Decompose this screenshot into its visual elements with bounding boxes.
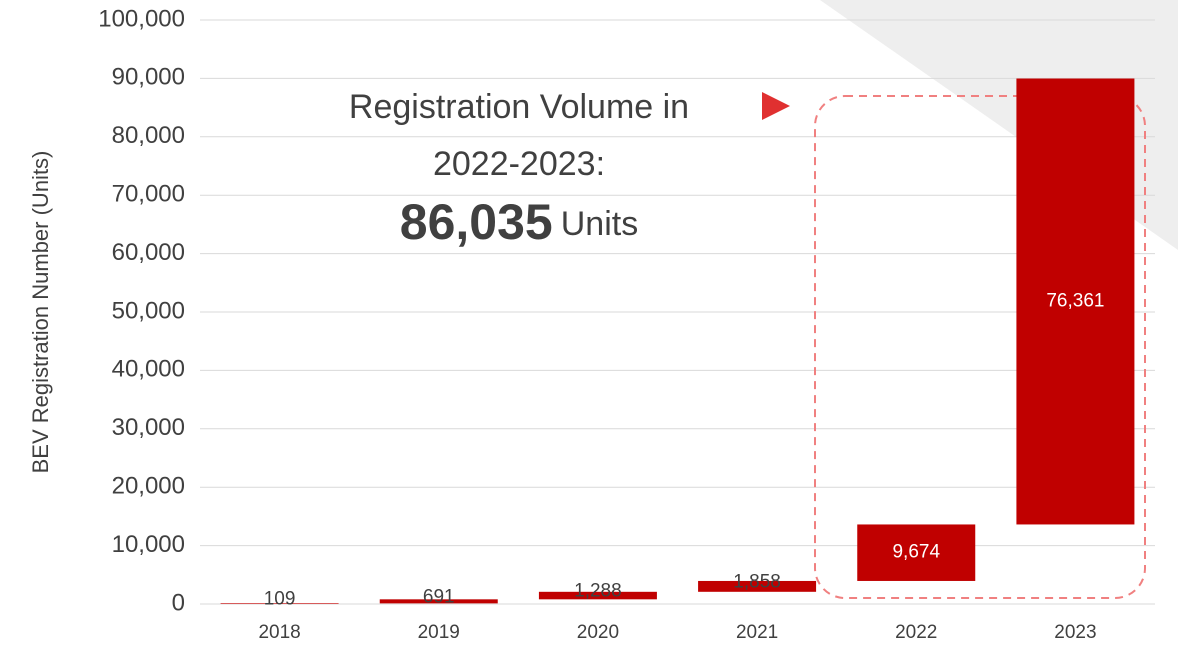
y-tick-label: 20,000 bbox=[112, 473, 185, 500]
x-tick-label: 2020 bbox=[577, 622, 619, 643]
y-tick-label: 60,000 bbox=[112, 239, 185, 266]
bar bbox=[220, 603, 339, 604]
bar bbox=[538, 591, 657, 600]
y-tick-label: 100,000 bbox=[98, 5, 185, 32]
x-tick-label: 2018 bbox=[258, 622, 300, 643]
y-tick-label: 30,000 bbox=[112, 414, 185, 441]
bar bbox=[857, 524, 976, 581]
y-tick-label: 50,000 bbox=[112, 297, 185, 324]
y-tick-label: 10,000 bbox=[112, 531, 185, 558]
x-tick-label: 2022 bbox=[895, 622, 937, 643]
annotation-value: 86,035 bbox=[400, 194, 553, 250]
bar bbox=[379, 599, 498, 604]
value-label: 691 bbox=[423, 586, 455, 607]
grid bbox=[200, 19, 1155, 605]
y-tick-label: 0 bbox=[172, 589, 185, 616]
bar bbox=[698, 580, 817, 592]
value-label: 1,858 bbox=[733, 571, 781, 592]
arrow-marker bbox=[762, 92, 790, 120]
y-tick-label: 40,000 bbox=[112, 356, 185, 383]
value-label: 109 bbox=[264, 589, 296, 610]
y-tick-label: 90,000 bbox=[112, 64, 185, 91]
bar bbox=[1016, 78, 1135, 525]
annotation-line2: 2022-2023: bbox=[433, 145, 605, 183]
y-tick-label: 80,000 bbox=[112, 122, 185, 149]
value-label: 1,288 bbox=[574, 581, 622, 602]
y-tick-label: 70,000 bbox=[112, 181, 185, 208]
x-tick-label: 2023 bbox=[1054, 622, 1096, 643]
y-axis-title: BEV Registration Number (Units) bbox=[28, 151, 53, 474]
x-tick-label: 2021 bbox=[736, 622, 778, 643]
annotation-line1: Registration Volume in bbox=[349, 88, 689, 126]
value-label: 9,674 bbox=[892, 542, 940, 563]
x-tick-label: 2019 bbox=[418, 622, 460, 643]
value-label: 76,361 bbox=[1046, 291, 1104, 312]
annotation-total: 86,035 Units bbox=[400, 194, 638, 250]
annotation-unit: Units bbox=[561, 205, 638, 243]
highlight-box bbox=[814, 95, 1146, 599]
